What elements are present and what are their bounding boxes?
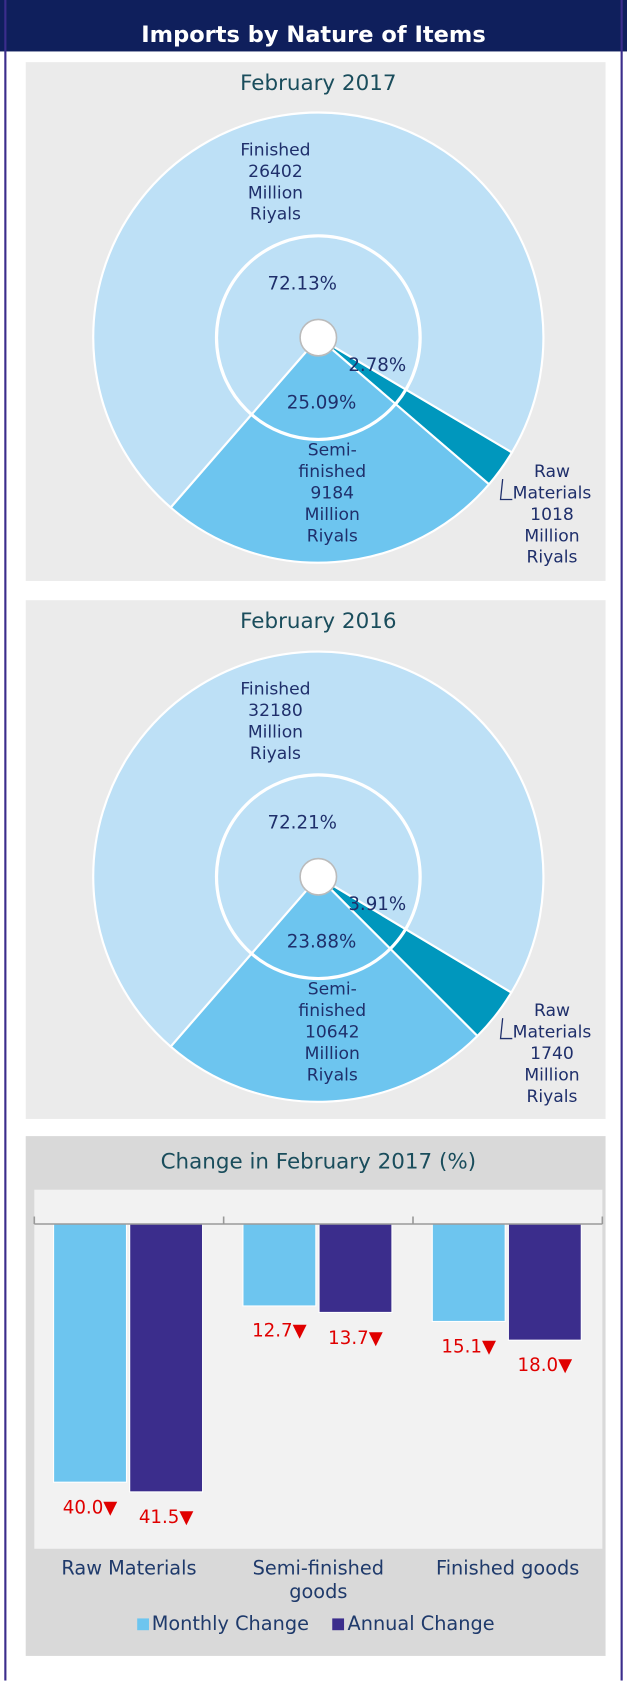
bar [242,1223,317,1307]
pie-slice [169,875,479,1103]
frame-left [4,0,7,1681]
slice-name: Raw Materials [512,999,592,1042]
legend: Monthly Change Annual Change [26,1613,606,1636]
slice-unit: Million Riyals [304,503,360,546]
value-label: 40.0▼ [62,1497,118,1519]
bar [318,1223,393,1313]
slice-name: Finished [240,139,311,160]
slice-amount: 26402 [248,160,303,182]
header-bar [0,0,627,52]
value-label: 18.0▼ [517,1355,573,1377]
x-tick-label: Semi-finished goods [252,1557,385,1604]
slice-amount: 32180 [248,699,303,721]
slice-amount: 1018 [530,503,574,525]
pie-slice [92,111,545,509]
x-tick-label: Raw Materials [61,1557,197,1580]
plot-area [34,1189,603,1549]
slice-amount: 1740 [530,1042,574,1064]
legend-swatch [332,1618,345,1631]
percent-label: 2.78% [348,354,407,377]
pie-title: February 2016 [240,607,397,634]
slice-unit: Million Riyals [304,1042,360,1085]
slice-amount: 10642 [304,1021,360,1042]
pie-slice [92,650,545,1049]
slice-label: Finished 26402 Million Riyals [227,139,323,225]
pie-slice [169,336,491,564]
bar [431,1223,506,1322]
value-label: 15.1▼ [441,1336,497,1358]
pie-title: February 2017 [240,69,397,96]
leader-line [499,479,513,501]
slice-label: Raw Materials 1018 Million Riyals [509,461,595,568]
value-label: 12.7▼ [252,1320,307,1343]
bar-title: Change in February 2017 (%) [160,1147,477,1174]
center-hole [299,318,338,357]
inner-ring [214,773,422,981]
slice-label: Semi-finished 9184 Million Riyals [284,439,380,546]
leader-line [499,1018,513,1040]
slice-label: Raw Materials 1740 Million Riyals [509,1000,595,1107]
x-tick-label: Finished goods [436,1557,580,1580]
slice-name: Semi-finished [298,978,367,1021]
percent-label: 23.88% [286,931,357,953]
slice-unit: Million Riyals [247,182,304,225]
legend-swatch [136,1618,149,1631]
percent-label: 25.09% [286,392,357,414]
value-label: 13.7▼ [328,1327,383,1349]
slice-amount: 9184 [310,482,355,503]
slice-label: Finished 32180 Million Riyals [227,678,323,764]
slice-unit: Million Riyals [247,721,304,764]
slice-name: Semi-finished [298,439,367,482]
bar [129,1223,204,1493]
legend-label: Monthly Change [151,1613,309,1636]
slice-label: Semi-finished 10642 Million Riyals [284,979,380,1086]
legend-label: Annual Change [347,1613,495,1636]
header-title: Imports by Nature of Items [141,21,486,48]
percent-label: 72.21% [267,812,337,834]
frame-right [620,0,623,1681]
center-hole [299,857,338,896]
percent-label: 3.91% [348,893,407,916]
percent-label: 72.13% [267,273,337,295]
legend-item: Annual Change [332,1613,495,1636]
value-label: 41.5▼ [138,1506,194,1529]
legend-item: Monthly Change [136,1613,309,1636]
slice-name: Finished [240,678,311,699]
slice-name: Raw Materials [512,460,592,503]
bar [507,1223,582,1341]
inner-ring [214,234,422,442]
slice-unit: Million Riyals [524,1064,580,1107]
slice-unit: Million Riyals [524,525,580,567]
bar [53,1223,128,1483]
